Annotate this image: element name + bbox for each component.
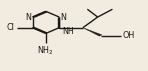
Text: NH$_2$: NH$_2$: [37, 44, 54, 57]
Polygon shape: [83, 28, 102, 36]
Text: N: N: [61, 13, 67, 22]
Text: Cl: Cl: [6, 23, 14, 32]
Text: NH: NH: [62, 27, 74, 36]
Text: N: N: [25, 13, 31, 22]
Text: OH: OH: [122, 31, 134, 40]
